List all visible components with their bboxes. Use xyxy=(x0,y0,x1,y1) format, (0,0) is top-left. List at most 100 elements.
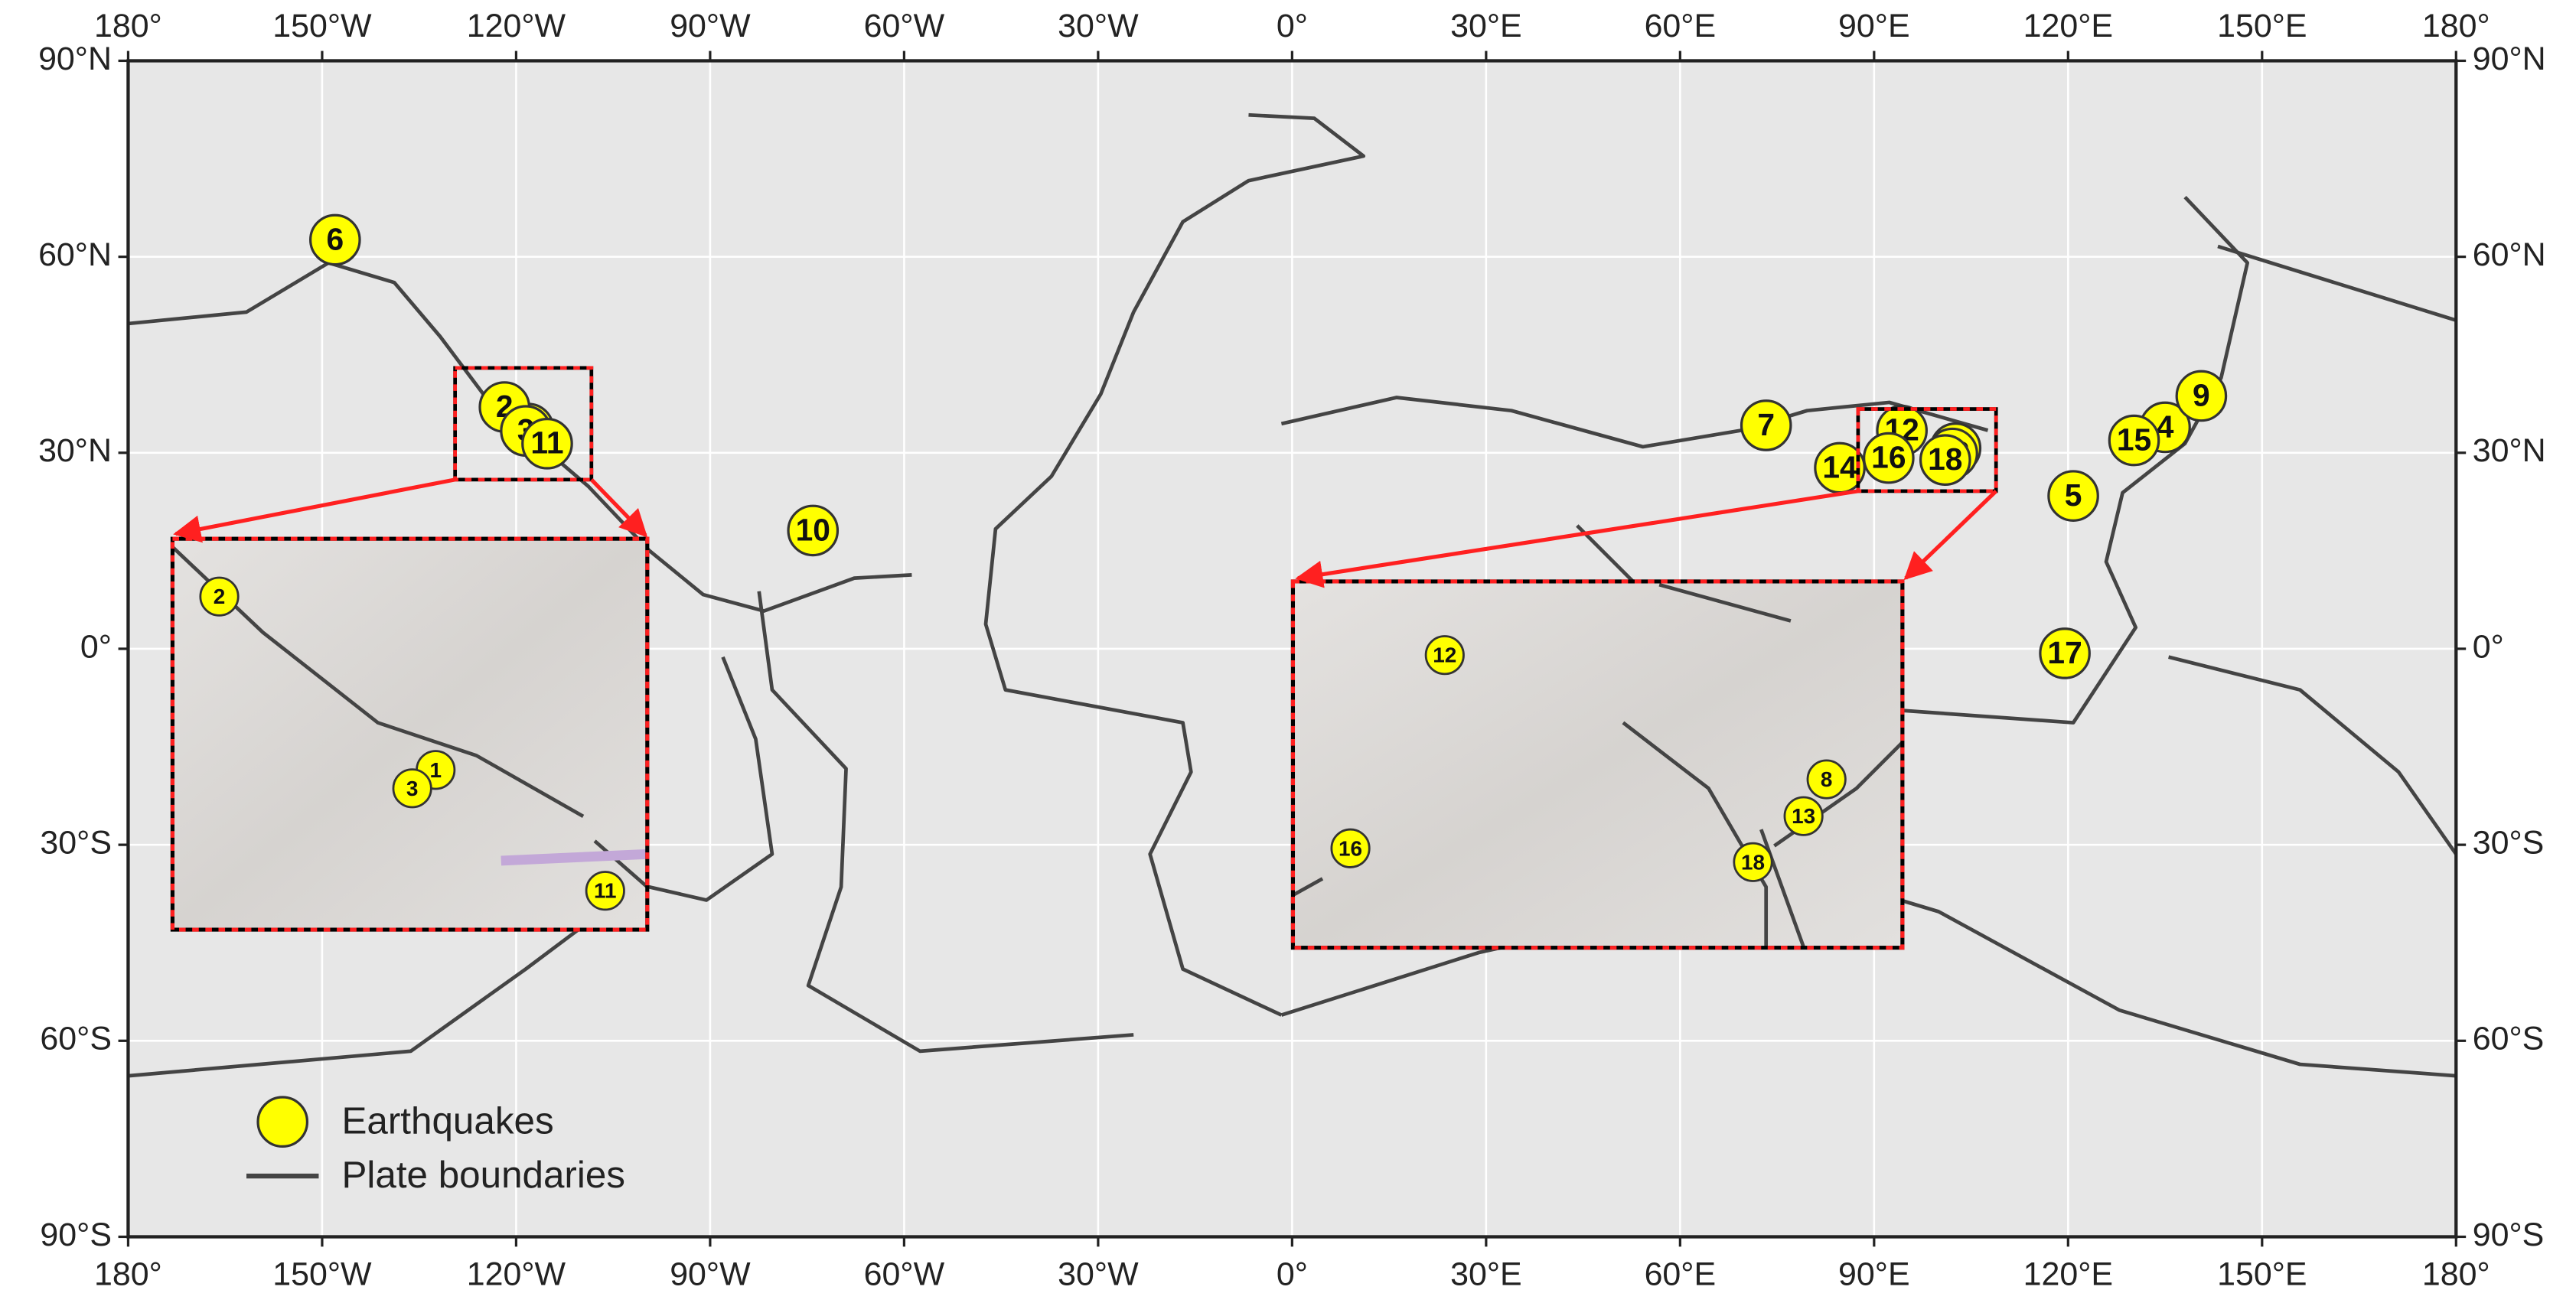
plate-boundary xyxy=(1280,396,1989,449)
y-tick-label: 60°S xyxy=(40,1021,112,1057)
x-tick-label: 120°E xyxy=(2023,8,2113,44)
earthquake-markers: 123456789101112131415161718 xyxy=(309,213,2228,679)
earthquake: 10 xyxy=(787,504,840,557)
plate-boundary xyxy=(1806,195,2250,725)
x-tick-label: 180° xyxy=(2422,1256,2490,1292)
earthquake-label: 11 xyxy=(530,425,563,461)
zoom-arrow xyxy=(173,477,456,543)
y-tick-label: 30°S xyxy=(40,824,112,861)
x-tick-label: 90°W xyxy=(670,8,751,44)
y-tick-label: 90°S xyxy=(40,1217,112,1253)
earthquake-marker xyxy=(1863,432,1915,484)
fault-line xyxy=(501,849,648,866)
inset-earthquake: 13 xyxy=(1783,796,1824,836)
inset-left xyxy=(170,536,650,932)
x-tick-label: 90°E xyxy=(1838,1256,1910,1292)
y-tick-label: 0° xyxy=(80,628,112,665)
earthquake: 5 xyxy=(2047,470,2099,522)
earthquake: 16 xyxy=(1863,432,1915,484)
x-tick-label: 30°W xyxy=(1058,1256,1139,1292)
legend-label: Earthquakes xyxy=(342,1099,554,1142)
earthquake-marker xyxy=(309,213,361,266)
inset-earthquake-marker xyxy=(1806,759,1847,800)
earthquake: 14 xyxy=(1814,441,1866,494)
inset-earthquake-marker xyxy=(199,576,240,617)
plate-boundary xyxy=(1292,582,1904,949)
y-tick-label: 30°N xyxy=(38,432,112,469)
x-tick-label: 0° xyxy=(1277,8,1308,44)
earthquake-label: 10 xyxy=(796,512,830,547)
inset-earthquake-marker xyxy=(1783,796,1824,836)
earthquake-marker xyxy=(2039,627,2091,679)
y-tick-label: 90°S xyxy=(2473,1217,2545,1253)
inset-background xyxy=(1293,581,1903,948)
inset-earthquake-label: 16 xyxy=(1339,836,1362,860)
y-tick-label: 60°N xyxy=(2473,236,2546,273)
earthquake-marker xyxy=(2108,414,2160,467)
earthquake: 9 xyxy=(2175,370,2228,422)
legend-label: Plate boundaries xyxy=(342,1154,625,1196)
inset-earthquake: 8 xyxy=(1806,759,1847,800)
x-tick-label: 60°W xyxy=(864,8,945,44)
inset-earthquake-marker xyxy=(392,768,432,809)
inset-border xyxy=(1290,579,1905,950)
x-tick-label: 90°E xyxy=(1838,8,1910,44)
x-tick-label: 120°E xyxy=(2023,1256,2113,1292)
x-tick-label: 120°W xyxy=(467,1256,566,1292)
earthquake-label: 5 xyxy=(2065,477,2082,513)
plate-boundary xyxy=(757,591,1134,1054)
legend-marker xyxy=(256,1096,309,1148)
earthquake: 18 xyxy=(1919,434,1971,486)
y-tick-label: 30°N xyxy=(2473,432,2546,469)
earthquake-marker xyxy=(1740,399,1792,451)
inset-right xyxy=(1290,579,1905,950)
inset-earthquake: 16 xyxy=(1330,828,1371,868)
earthquake-label: 7 xyxy=(1757,407,1775,442)
inset-earthquake: 3 xyxy=(392,768,432,809)
inset-earthquake-label: 12 xyxy=(1433,643,1456,667)
earthquake-marker xyxy=(2175,370,2228,422)
x-tick-label: 150°W xyxy=(272,1256,372,1292)
earthquake-label: 17 xyxy=(2047,635,2082,670)
earthquake-marker xyxy=(787,504,840,557)
x-tick-label: 60°W xyxy=(864,1256,945,1292)
zoom-indicators xyxy=(173,366,1998,588)
y-tick-label: 30°S xyxy=(2473,824,2545,861)
x-tick-label: 60°E xyxy=(1645,8,1717,44)
plate-boundary xyxy=(983,112,1366,1017)
zoom-box xyxy=(453,366,594,482)
x-tick-label: 150°E xyxy=(2217,1256,2307,1292)
earthquake-label: 14 xyxy=(1822,449,1857,484)
earthquake: 17 xyxy=(2039,627,2091,679)
x-tick-label: 180° xyxy=(94,8,162,44)
earthquake-label: 18 xyxy=(1928,441,1962,477)
earthquake: 6 xyxy=(309,213,361,266)
earthquake: 15 xyxy=(2108,414,2160,467)
x-tick-label: 60°E xyxy=(1645,1256,1717,1292)
x-tick-label: 30°E xyxy=(1450,8,1522,44)
earthquake-label: 4 xyxy=(2157,409,2174,444)
inset-earthquake: 2 xyxy=(199,576,240,617)
x-tick-label: 90°W xyxy=(670,1256,751,1292)
legend: Earthquakes Plate boundaries xyxy=(246,1096,625,1196)
inset-earthquake-marker xyxy=(1424,635,1465,676)
x-tick-label: 30°E xyxy=(1450,1256,1522,1292)
inset-earthquake-label: 13 xyxy=(1792,804,1815,828)
inset-earthquake-marker xyxy=(1733,842,1773,882)
y-tick-label: 60°N xyxy=(38,236,112,273)
inset-border xyxy=(170,536,650,932)
inset-earthquake: 12 xyxy=(1424,635,1465,676)
zoom-arrow xyxy=(589,478,648,538)
x-tick-label: 0° xyxy=(1277,1256,1308,1292)
earthquake-label: 15 xyxy=(2117,422,2151,457)
x-tick-label: 180° xyxy=(2422,8,2490,44)
inset-earthquake-label: 18 xyxy=(1741,850,1765,874)
x-tick-label: 150°E xyxy=(2217,8,2307,44)
inset-earthquake-label: 1 xyxy=(429,758,442,782)
ticks: 180°180°150°W150°W120°W120°W90°W90°W60°W… xyxy=(38,8,2546,1292)
zoom-arrow xyxy=(1903,490,1998,581)
inset-earthquake-marker xyxy=(585,871,625,911)
